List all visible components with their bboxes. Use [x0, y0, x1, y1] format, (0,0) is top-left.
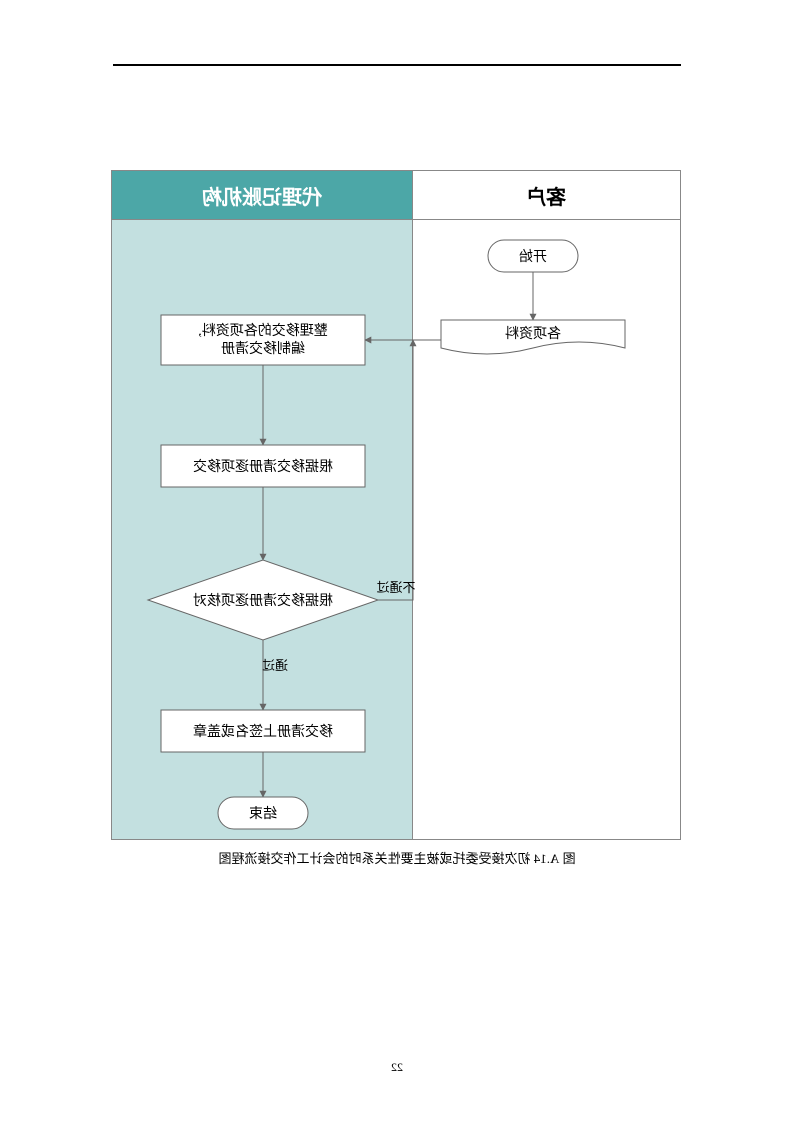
page-number: 22 [0, 1060, 794, 1075]
node-p2-label: 根据移交清册逐项移交 [193, 458, 333, 475]
node-start-label: 开始 [519, 249, 547, 265]
flow-svg: 开始 各项资料 整理移交的各项资料, 编制移交清册 根据移交清册逐项移交 根据移… [113, 170, 681, 838]
node-end-label: 结束 [249, 806, 277, 822]
node-p1-l1: 整理移交的各项资料, [198, 322, 328, 339]
node-p3-label: 移交清册上签名或盖章 [193, 723, 333, 740]
swimlane-diagram: 客户 代理记账机构 开始 各项资料 整理移交的各项资料, 编制移交清册 根据移交… [113, 170, 681, 838]
figure-caption: 图 A.14 初次接受委托或被主要性关系时的会计工作交接流程图 [113, 848, 681, 867]
node-doc-label: 各项资料 [505, 326, 561, 342]
node-p1-l2: 编制移交清册 [221, 340, 305, 357]
edge-yes-label: 通过 [262, 658, 288, 673]
page-top-rule [113, 64, 681, 66]
edge-no-label: 不通过 [376, 580, 415, 595]
node-p1 [161, 315, 365, 365]
node-decision-label: 根据移交清册逐项核对 [193, 592, 333, 609]
edge-dec-no [378, 340, 413, 600]
